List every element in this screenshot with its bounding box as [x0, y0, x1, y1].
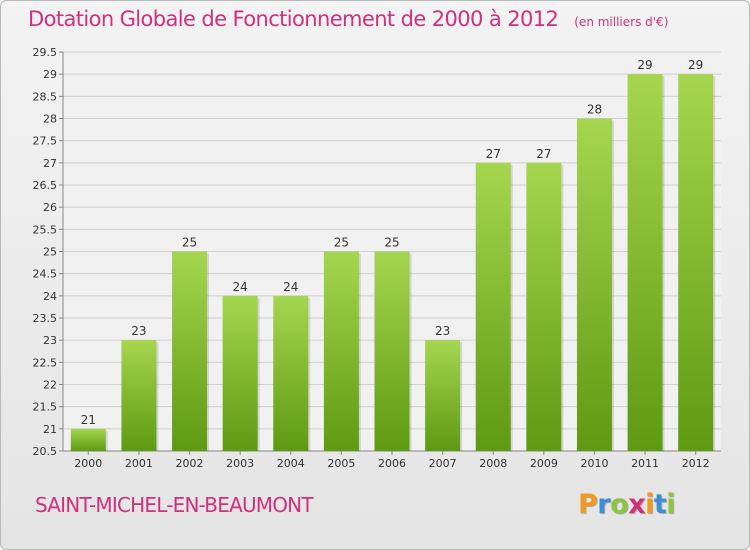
- y-tick-label: 28.5: [33, 90, 58, 103]
- logo-letter: i: [666, 489, 676, 520]
- bar: [172, 251, 208, 451]
- logo-letter: o: [610, 489, 629, 520]
- x-tick-label: 2000: [74, 457, 102, 470]
- y-tick-label: 24: [43, 290, 57, 303]
- y-tick-label: 27.5: [33, 135, 58, 148]
- y-tick-label: 26: [43, 201, 57, 214]
- y-tick-label: 23: [43, 334, 57, 347]
- data-label: 24: [233, 280, 248, 294]
- bar: [678, 74, 714, 452]
- x-tick-label: 2002: [176, 457, 204, 470]
- y-tick-label: 22: [43, 379, 57, 392]
- logo-letter: P: [578, 489, 598, 520]
- bar: [475, 162, 511, 452]
- y-tick-label: 28: [43, 113, 57, 126]
- data-label: 25: [182, 236, 197, 250]
- y-tick-label: 23.5: [33, 312, 58, 325]
- bar: [526, 162, 562, 452]
- proxiti-logo: Proxiti: [578, 489, 676, 520]
- data-label: 29: [637, 58, 652, 72]
- y-tick-label: 29: [43, 68, 57, 81]
- x-tick-label: 2007: [429, 457, 457, 470]
- y-tick-label: 21: [43, 423, 57, 436]
- x-tick-label: 2004: [277, 457, 305, 470]
- bar: [70, 428, 106, 451]
- x-tick-label: 2009: [530, 457, 558, 470]
- logo-letter: t: [653, 489, 667, 520]
- x-tick-label: 2005: [327, 457, 355, 470]
- bar: [121, 340, 157, 451]
- data-label: 29: [688, 58, 703, 72]
- data-label: 23: [131, 324, 146, 338]
- bar: [374, 251, 410, 451]
- x-tick-label: 2001: [125, 457, 153, 470]
- data-label: 24: [283, 280, 298, 294]
- x-tick-label: 2010: [580, 457, 608, 470]
- data-label: 27: [536, 147, 551, 161]
- logo-letter: x: [628, 489, 646, 520]
- bar: [222, 295, 258, 451]
- y-tick-label: 29.5: [33, 46, 58, 59]
- y-tick-label: 26.5: [33, 179, 58, 192]
- logo-letter: r: [597, 489, 611, 520]
- y-tick-label: 27: [43, 157, 57, 170]
- bar: [425, 340, 461, 451]
- commune-name: SAINT-MICHEL-EN-BEAUMONT: [35, 493, 314, 517]
- bar: [323, 251, 359, 451]
- data-label: 27: [486, 147, 501, 161]
- bar: [627, 74, 663, 452]
- y-tick-label: 24.5: [33, 268, 58, 281]
- x-tick-label: 2008: [479, 457, 507, 470]
- x-tick-label: 2011: [631, 457, 659, 470]
- bar: [576, 118, 612, 451]
- data-label: 25: [334, 236, 349, 250]
- title-text: Dotation Globale de Fonctionnement de 20…: [28, 7, 559, 31]
- x-tick-label: 2003: [226, 457, 254, 470]
- bar: [273, 295, 309, 451]
- data-label: 23: [435, 324, 450, 338]
- y-tick-label: 22.5: [33, 356, 58, 369]
- y-tick-label: 25: [43, 246, 57, 259]
- data-label: 21: [81, 413, 96, 427]
- y-tick-label: 20.5: [33, 445, 58, 458]
- y-tick-label: 25.5: [33, 223, 58, 236]
- x-tick-label: 2006: [378, 457, 406, 470]
- x-tick-label: 2012: [682, 457, 710, 470]
- unit-label: (en milliers d'€): [574, 15, 669, 29]
- data-label: 28: [587, 103, 602, 117]
- y-tick-label: 21.5: [33, 401, 58, 414]
- data-label: 25: [384, 236, 399, 250]
- chart-title: Dotation Globale de Fonctionnement de 20…: [28, 7, 668, 31]
- logo-letter: i: [645, 489, 654, 520]
